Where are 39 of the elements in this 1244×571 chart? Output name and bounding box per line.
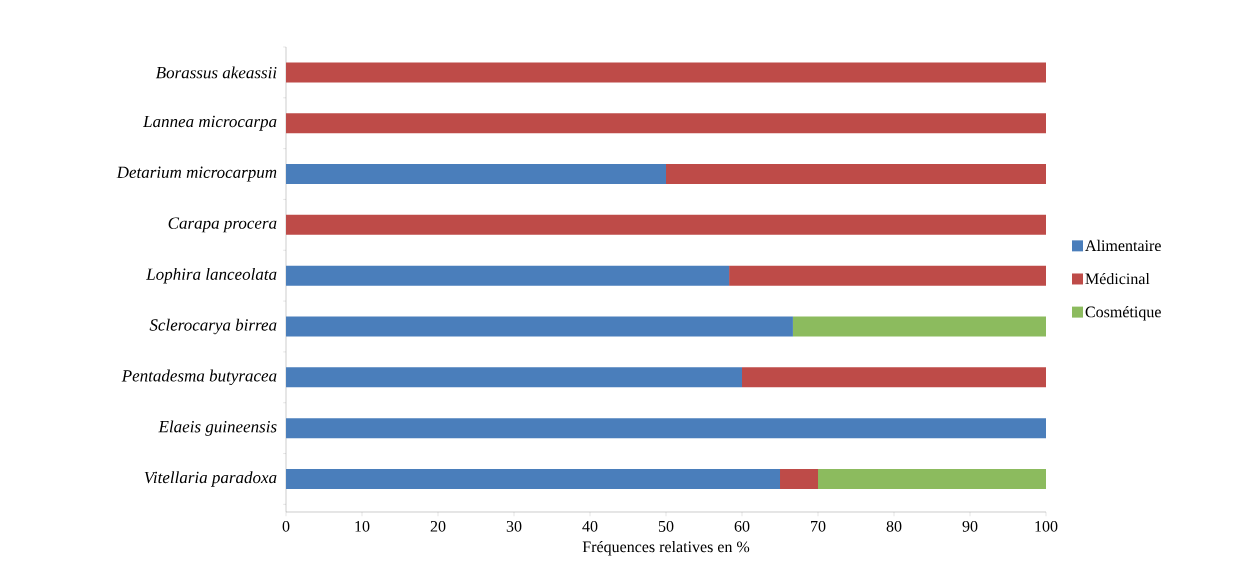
bar (286, 214, 1047, 235)
x-tick-label: 30 (506, 520, 522, 532)
bar (666, 164, 1047, 185)
x-tick-label: 20 (430, 520, 446, 532)
x-tick-label: 100 (1035, 520, 1058, 532)
bar (729, 265, 1047, 286)
x-tick-label: 40 (582, 520, 598, 532)
x-tick-label: 0 (282, 520, 290, 532)
x-tick-label: 10 (355, 520, 370, 532)
bar (286, 62, 1047, 83)
y-tick-label: Elaeis guineensis (158, 420, 277, 436)
y-tick-label: Borassus akeassii (155, 66, 277, 79)
legend-label: Médicinal (1085, 272, 1150, 285)
y-tick-label: Lannea microcarpa (142, 115, 277, 131)
y-tick-label: Pentadesma butyracea (121, 369, 277, 386)
legend-label: Alimentaire (1085, 239, 1161, 252)
bar (286, 113, 1047, 134)
bar (780, 468, 819, 489)
x-tick-label: 60 (734, 520, 750, 532)
bar (286, 468, 781, 489)
bar (792, 316, 1047, 337)
x-tick-label: 50 (658, 520, 674, 532)
x-tick-label: 70 (811, 520, 826, 532)
bar (286, 164, 667, 185)
y-tick-label: Vitellaria paradoxa (144, 471, 277, 487)
x-tick-label: 80 (886, 520, 902, 532)
x-tick-label: 90 (962, 520, 978, 532)
bar (286, 418, 1047, 439)
bar (286, 265, 730, 286)
bar (286, 316, 793, 337)
bar (286, 367, 743, 388)
y-tick-label: Carapa procera (168, 217, 277, 233)
y-tick-label: Detarium microcarpum (116, 166, 277, 182)
x-axis-title: Fréquences relatives en % (582, 540, 750, 556)
bar (818, 468, 1047, 489)
bar (742, 367, 1047, 388)
y-tick-label: Sclerocarya birrea (149, 318, 277, 335)
legend-label: Cosmétique (1085, 306, 1161, 321)
y-tick-label: Lophira lanceolata (146, 267, 277, 284)
